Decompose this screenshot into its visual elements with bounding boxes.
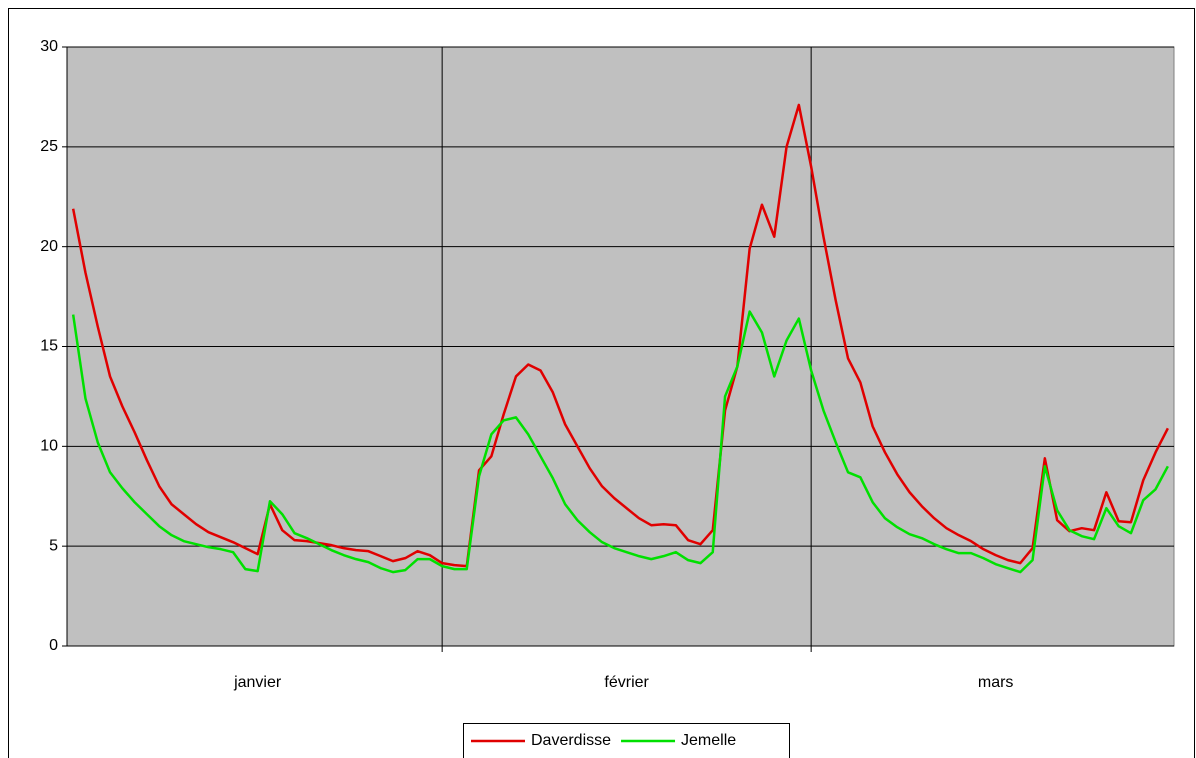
y-tick-label: 10: [40, 438, 58, 455]
y-tick-label: 5: [49, 537, 58, 554]
x-tick-label: mars: [978, 674, 1014, 691]
x-tick-label: janvier: [233, 674, 282, 691]
series-line: [71, 103, 1169, 568]
y-tick-label: 30: [40, 38, 58, 55]
legend-label: Daverdisse: [531, 732, 611, 749]
y-tick-label: 15: [40, 338, 58, 355]
legend-label: Jemelle: [681, 732, 736, 749]
y-tick-label: 20: [40, 238, 58, 255]
series-line: [71, 310, 1169, 574]
y-tick-label: 0: [49, 637, 58, 654]
y-tick-label: 25: [40, 138, 58, 155]
x-tick-label: février: [604, 674, 649, 691]
